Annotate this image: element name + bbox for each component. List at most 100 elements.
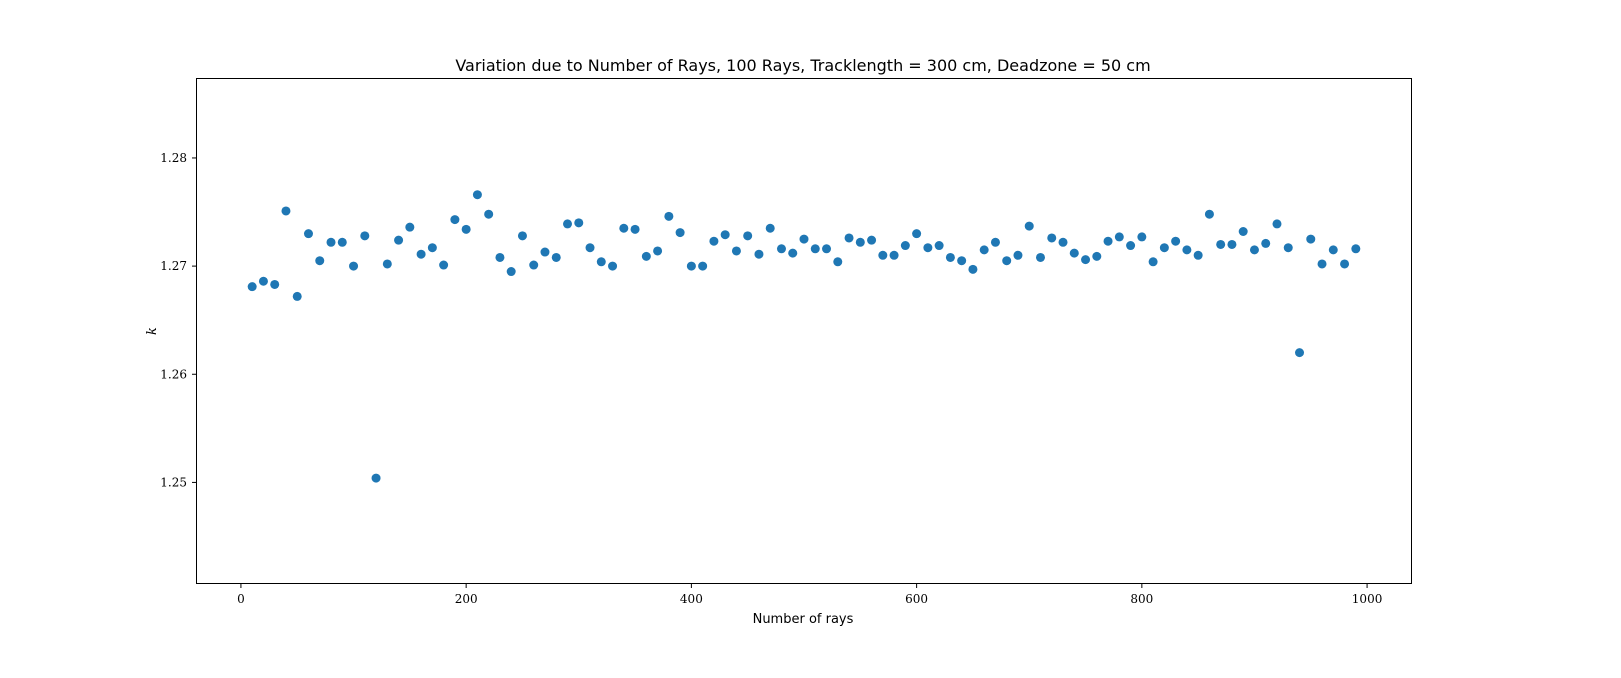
chart-title: Variation due to Number of Rays, 100 Ray…	[455, 56, 1150, 75]
data-point	[461, 224, 471, 234]
data-point	[799, 234, 809, 244]
data-point	[292, 291, 302, 301]
data-point	[900, 241, 910, 251]
data-point	[664, 211, 674, 221]
x-axis-label: Number of rays	[753, 612, 854, 627]
data-point	[833, 257, 843, 267]
plot-area-frame	[196, 78, 1412, 584]
data-point	[979, 245, 989, 255]
data-point	[382, 259, 392, 269]
x-tick-label: 200	[455, 592, 478, 606]
data-point	[1058, 237, 1068, 247]
data-point	[1340, 259, 1350, 269]
data-point	[1159, 243, 1169, 253]
data-point	[517, 231, 527, 241]
data-point	[529, 260, 539, 270]
data-point	[1272, 219, 1282, 229]
data-point	[1114, 232, 1124, 242]
data-point	[326, 237, 336, 247]
data-point	[303, 229, 313, 239]
x-axis: 0 200 400 600 800 1000	[237, 583, 1382, 606]
data-point	[788, 248, 798, 258]
data-point	[337, 237, 347, 247]
data-point	[270, 279, 280, 289]
data-point	[1103, 236, 1113, 246]
x-tick-label: 0	[237, 592, 245, 606]
data-point	[281, 206, 291, 216]
data-point	[585, 243, 595, 253]
data-point	[1182, 245, 1192, 255]
data-point	[247, 282, 257, 292]
data-point	[608, 261, 618, 271]
data-points	[247, 190, 1361, 483]
data-point	[574, 218, 584, 228]
data-point	[315, 256, 325, 266]
data-point	[1204, 209, 1214, 219]
data-point	[551, 252, 561, 262]
data-point	[360, 231, 370, 241]
data-point	[776, 244, 786, 254]
data-point	[1227, 239, 1237, 249]
data-point	[1171, 236, 1181, 246]
y-tick-label: 1.25	[160, 475, 187, 489]
data-point	[427, 243, 437, 253]
data-point	[630, 224, 640, 234]
data-point	[1261, 238, 1271, 248]
data-point	[720, 230, 730, 240]
data-point	[765, 223, 775, 233]
data-point	[1193, 250, 1203, 260]
data-point	[709, 236, 719, 246]
data-point	[472, 190, 482, 200]
data-point	[1137, 232, 1147, 242]
data-point	[1035, 252, 1045, 262]
data-point	[945, 252, 955, 262]
data-point	[1002, 256, 1012, 266]
data-point	[653, 246, 663, 256]
data-point	[912, 229, 922, 239]
data-point	[1013, 250, 1023, 260]
data-point	[968, 264, 978, 274]
data-point	[957, 256, 967, 266]
data-point	[349, 261, 359, 271]
data-point	[698, 261, 708, 271]
data-point	[1249, 245, 1259, 255]
data-point	[416, 249, 426, 259]
data-point	[1216, 239, 1226, 249]
data-point	[754, 249, 764, 259]
y-axis-label: k	[145, 327, 160, 335]
x-tick-label: 800	[1130, 592, 1153, 606]
data-point	[990, 237, 1000, 247]
data-point	[405, 222, 415, 232]
data-point	[450, 215, 460, 225]
y-tick-label: 1.27	[160, 259, 187, 273]
data-point	[439, 260, 449, 270]
data-point	[1126, 241, 1136, 251]
data-point	[540, 247, 550, 257]
data-point	[1148, 257, 1158, 267]
y-axis: 1.25 1.26 1.27 1.28	[160, 151, 197, 489]
data-point	[1351, 244, 1361, 254]
y-tick-label: 1.26	[160, 367, 187, 381]
data-point	[394, 235, 404, 245]
data-point	[258, 276, 268, 286]
y-tick-label: 1.28	[160, 151, 187, 165]
data-point	[1317, 259, 1327, 269]
data-point	[1306, 234, 1316, 244]
x-tick-label: 400	[680, 592, 703, 606]
data-point	[506, 267, 516, 277]
data-point	[867, 235, 877, 245]
data-point	[484, 209, 494, 219]
data-point	[743, 231, 753, 241]
data-point	[495, 252, 505, 262]
data-point	[889, 250, 899, 260]
data-point	[675, 228, 685, 238]
data-point	[641, 251, 651, 261]
data-point	[934, 241, 944, 251]
data-point	[1238, 227, 1248, 236]
data-point	[1024, 221, 1034, 231]
x-tick-label: 600	[905, 592, 928, 606]
data-point	[619, 223, 629, 233]
data-point	[822, 244, 832, 254]
data-point	[844, 233, 854, 243]
